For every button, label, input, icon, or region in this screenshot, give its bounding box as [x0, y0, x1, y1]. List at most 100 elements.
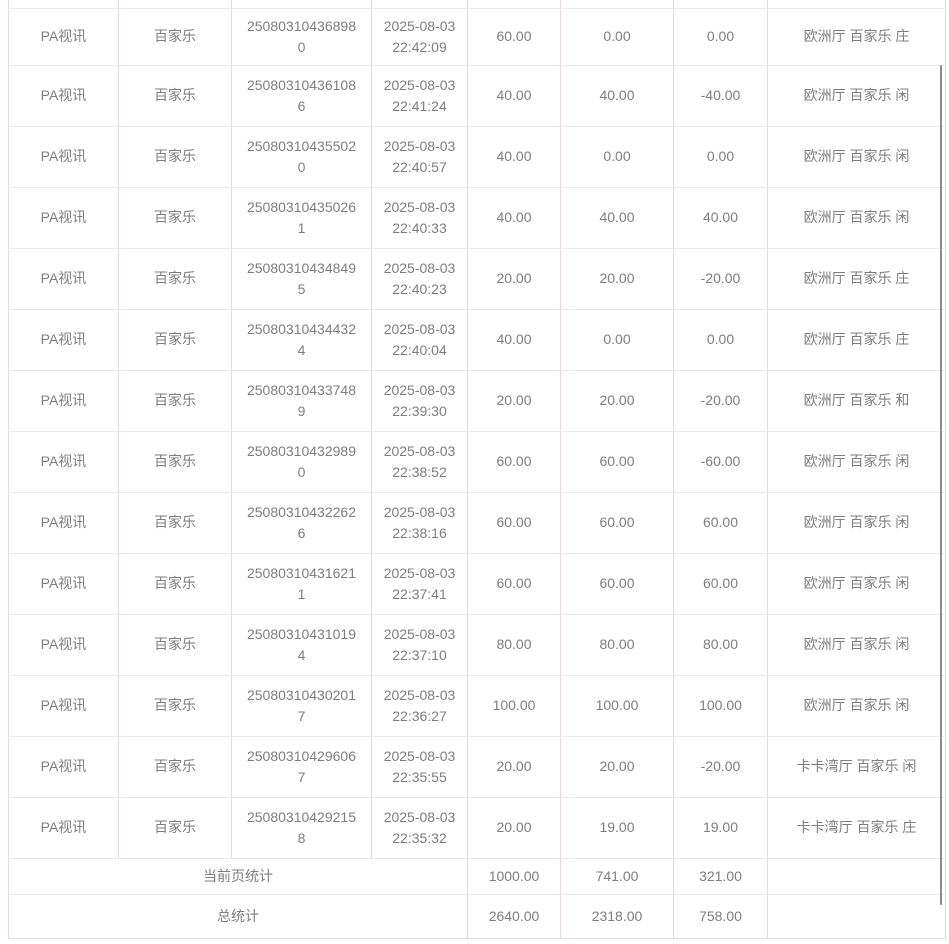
- cell-win-loss: -40.00: [673, 65, 768, 127]
- cell-order-no: 250803104302017: [231, 675, 372, 737]
- current-page-summary-label: 当前页统计: [8, 858, 468, 895]
- cell-game-type: 百家乐: [118, 675, 232, 737]
- bet-records-table: PA视讯 百家乐 250803104368980 2025-08-03 22:4…: [8, 0, 946, 939]
- cell-win-loss: 60.00: [673, 492, 768, 554]
- table-row: PA视讯 百家乐 250803104316211 2025-08-03 22:3…: [8, 553, 946, 615]
- cell-bet-amount: 40.00: [467, 309, 561, 371]
- vertical-scrollbar-thumb[interactable]: [940, 65, 942, 905]
- table-row: PA视讯 百家乐 250803104292158 2025-08-03 22:3…: [8, 797, 946, 859]
- clipped-cell: [118, 0, 232, 9]
- cell-bet-amount: 60.00: [467, 553, 561, 615]
- table-row: PA视讯 百家乐 250803104337489 2025-08-03 22:3…: [8, 370, 946, 432]
- cell-bet-amount: 20.00: [467, 370, 561, 432]
- cell-game-detail: 欧洲厅 百家乐 闲: [767, 126, 946, 188]
- cell-time: 2025-08-03 22:42:09: [371, 8, 468, 66]
- cell-valid-bet: 19.00: [560, 797, 674, 859]
- cell-time: 2025-08-03 22:37:10: [371, 614, 468, 676]
- clipped-cell: [467, 0, 561, 9]
- cell-time: 2025-08-03 22:37:41: [371, 553, 468, 615]
- table-row: PA视讯 百家乐 250803104310194 2025-08-03 22:3…: [8, 614, 946, 676]
- cell-win-loss: 40.00: [673, 187, 768, 249]
- table-row: PA视讯 百家乐 250803104344324 2025-08-03 22:4…: [8, 309, 946, 371]
- cell-time: 2025-08-03 22:40:57: [371, 126, 468, 188]
- table-row: PA视讯 百家乐 250803104322626 2025-08-03 22:3…: [8, 492, 946, 554]
- cell-game-detail: 欧洲厅 百家乐 庄: [767, 309, 946, 371]
- total-valid-bet: 2318.00: [560, 894, 674, 939]
- table-row: PA视讯 百家乐 250803104296067 2025-08-03 22:3…: [8, 736, 946, 798]
- cell-valid-bet: 0.00: [560, 309, 674, 371]
- cell-time: 2025-08-03 22:40:33: [371, 187, 468, 249]
- cell-game-detail: 欧洲厅 百家乐 闲: [767, 675, 946, 737]
- cell-game-type: 百家乐: [118, 248, 232, 310]
- cell-win-loss: 19.00: [673, 797, 768, 859]
- clipped-cell: [767, 0, 946, 9]
- clipped-cell: [231, 0, 372, 9]
- cell-game-type: 百家乐: [118, 553, 232, 615]
- cell-order-no: 250803104322626: [231, 492, 372, 554]
- cell-game-type: 百家乐: [118, 187, 232, 249]
- cell-win-loss: 0.00: [673, 309, 768, 371]
- cell-platform: PA视讯: [8, 248, 119, 310]
- cell-order-no: 250803104344324: [231, 309, 372, 371]
- current-page-valid-total: 741.00: [560, 858, 674, 895]
- cell-platform: PA视讯: [8, 309, 119, 371]
- cell-bet-amount: 20.00: [467, 797, 561, 859]
- cell-platform: PA视讯: [8, 797, 119, 859]
- cell-valid-bet: 20.00: [560, 248, 674, 310]
- cell-valid-bet: 0.00: [560, 126, 674, 188]
- cell-bet-amount: 20.00: [467, 248, 561, 310]
- cell-valid-bet: 0.00: [560, 8, 674, 66]
- cell-game-detail: 欧洲厅 百家乐 闲: [767, 65, 946, 127]
- cell-game-detail: 欧洲厅 百家乐 庄: [767, 8, 946, 66]
- cell-platform: PA视讯: [8, 187, 119, 249]
- cell-time: 2025-08-03 22:35:55: [371, 736, 468, 798]
- cell-win-loss: 60.00: [673, 553, 768, 615]
- cell-bet-amount: 100.00: [467, 675, 561, 737]
- cell-platform: PA视讯: [8, 126, 119, 188]
- total-summary-row: 总统计 2640.00 2318.00 758.00: [8, 894, 946, 939]
- cell-platform: PA视讯: [8, 431, 119, 493]
- cell-win-loss: -20.00: [673, 248, 768, 310]
- cell-game-type: 百家乐: [118, 8, 232, 66]
- cell-win-loss: 100.00: [673, 675, 768, 737]
- cell-order-no: 250803104296067: [231, 736, 372, 798]
- cell-bet-amount: 60.00: [467, 492, 561, 554]
- current-page-summary-row: 当前页统计 1000.00 741.00 321.00: [8, 858, 946, 895]
- cell-bet-amount: 40.00: [467, 187, 561, 249]
- current-page-winloss-total: 321.00: [673, 858, 768, 895]
- cell-bet-amount: 80.00: [467, 614, 561, 676]
- cell-valid-bet: 40.00: [560, 187, 674, 249]
- clipped-cell: [560, 0, 674, 9]
- cell-game-type: 百家乐: [118, 797, 232, 859]
- cell-valid-bet: 40.00: [560, 65, 674, 127]
- cell-game-type: 百家乐: [118, 736, 232, 798]
- cell-game-type: 百家乐: [118, 614, 232, 676]
- cell-time: 2025-08-03 22:40:04: [371, 309, 468, 371]
- cell-bet-amount: 60.00: [467, 431, 561, 493]
- cell-order-no: 250803104310194: [231, 614, 372, 676]
- cell-win-loss: -20.00: [673, 736, 768, 798]
- bet-records-body: PA视讯 百家乐 250803104368980 2025-08-03 22:4…: [8, 0, 946, 939]
- cell-platform: PA视讯: [8, 736, 119, 798]
- cell-order-no: 250803104292158: [231, 797, 372, 859]
- cell-platform: PA视讯: [8, 370, 119, 432]
- table-row: PA视讯 百家乐 250803104361086 2025-08-03 22:4…: [8, 65, 946, 127]
- cell-bet-amount: 60.00: [467, 8, 561, 66]
- clipped-cell: [371, 0, 468, 9]
- cell-order-no: 250803104350261: [231, 187, 372, 249]
- table-row: PA视讯 百家乐 250803104368980 2025-08-03 22:4…: [8, 8, 946, 66]
- cell-order-no: 250803104329890: [231, 431, 372, 493]
- cell-platform: PA视讯: [8, 492, 119, 554]
- total-bet: 2640.00: [467, 894, 561, 939]
- current-page-bet-total: 1000.00: [467, 858, 561, 895]
- cell-bet-amount: 40.00: [467, 65, 561, 127]
- cell-order-no: 250803104337489: [231, 370, 372, 432]
- cell-valid-bet: 100.00: [560, 675, 674, 737]
- table-row: PA视讯 百家乐 250803104329890 2025-08-03 22:3…: [8, 431, 946, 493]
- cell-time: 2025-08-03 22:39:30: [371, 370, 468, 432]
- cell-platform: PA视讯: [8, 675, 119, 737]
- cell-valid-bet: 20.00: [560, 736, 674, 798]
- cell-valid-bet: 60.00: [560, 492, 674, 554]
- cell-order-no: 250803104361086: [231, 65, 372, 127]
